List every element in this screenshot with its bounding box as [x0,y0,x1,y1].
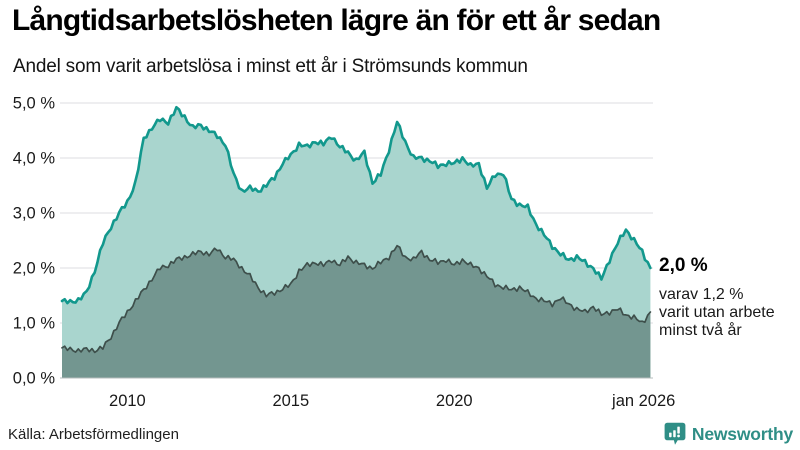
x-tick-labels: 2010 2015 2020 jan 2026 [109,392,675,410]
y-tick-label: 5,0 % [13,95,56,113]
unemployment-area-chart: 0,0 %1,0 %2,0 %3,0 %4,0 %5,0 %2010 2015 20… [13,95,676,411]
detail-line-1: varav 1,2 % [659,286,744,303]
two-year-detail-label: varav 1,2 % varit utan arbete minst två … [659,286,775,340]
detail-line-3: minst två år [659,322,742,339]
latest-value-label: 2,0 % [659,255,708,276]
detail-line-2: varit utan arbete [659,304,775,321]
y-tick-label: 3,0 % [13,205,56,223]
newsworthy-logo: Newsworthy [664,422,793,446]
y-tick-label: 4,0 % [13,150,56,168]
y-tick-label: 1,0 % [13,315,56,333]
chart-subtitle: Andel som varit arbetslösa i minst ett å… [13,56,528,77]
source-credit: Källa: Arbetsförmedlingen [8,426,179,443]
brand-name: Newsworthy [691,423,793,444]
x-tick-label: 2020 [436,392,473,410]
x-tick-label: jan 2026 [611,392,675,410]
y-tick-labels: 0,0 % 1,0 % 2,0 % 3,0 % 4,0 % 5,0 % [13,95,56,388]
x-tick-label: 2015 [272,392,309,410]
y-tick-label: 0,0 % [13,370,56,388]
x-tick-label: 2010 [109,392,146,410]
page-title: Långtidsarbetslösheten lägre än för ett … [12,4,661,37]
newsworthy-bar-chart-icon [664,422,686,445]
y-tick-label: 2,0 % [13,260,56,278]
series-two-years-area [61,244,652,378]
